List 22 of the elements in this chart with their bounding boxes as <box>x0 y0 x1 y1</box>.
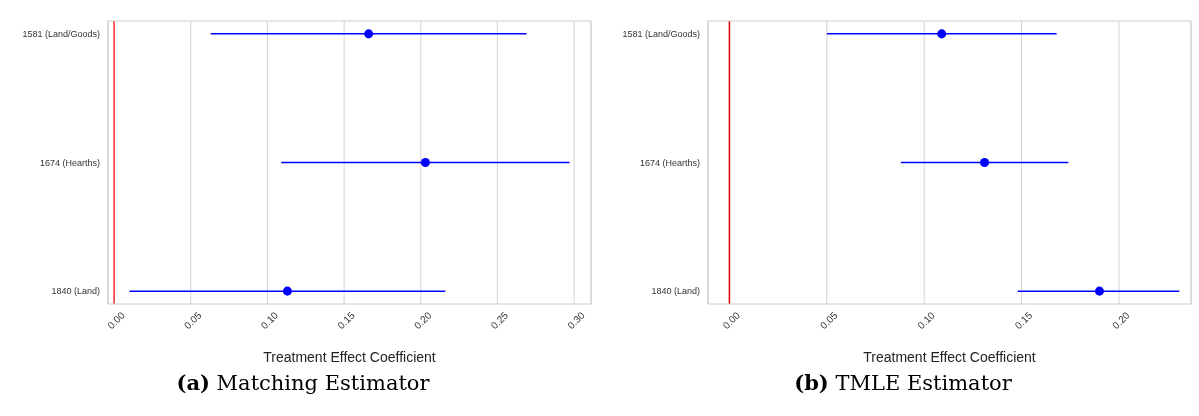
x-tick-label: 0.00 <box>720 309 743 332</box>
y-tick-label: 1674 (Hearths) <box>39 157 100 168</box>
text: (a) Matching Estimator <box>175 370 431 395</box>
y-tick-label: 1840 (Land) <box>651 286 700 297</box>
x-tick-label: 0.15 <box>1012 309 1035 332</box>
x-axis-title: Treatment Effect Coefficient <box>263 349 436 365</box>
x-tick-label: 0.10 <box>258 309 281 332</box>
x-tick-label: 0.25 <box>488 309 511 332</box>
x-tick-label: 0.00 <box>105 309 128 332</box>
x-tick-label: 0.10 <box>915 309 938 332</box>
y-tick-label: 1674 (Hearths) <box>639 157 700 168</box>
x-tick-label: 0.15 <box>335 309 358 332</box>
x-tick-label: 0.20 <box>1110 309 1132 332</box>
x-tick-label: 0.30 <box>565 309 588 332</box>
x-tick-label: 0.20 <box>411 309 434 332</box>
x-axis-title: Treatment Effect Coefficient <box>863 349 1036 365</box>
y-tick-label: 1840 (Land) <box>51 286 100 297</box>
x-tick-label: 0.05 <box>181 309 204 332</box>
x-tick-label: 0.05 <box>817 309 840 332</box>
y-tick-label: 1581 (Land/Goods) <box>22 29 100 40</box>
text: (b) TMLE Estimator <box>793 370 1013 395</box>
y-tick-label: 1581 (Land/Goods) <box>622 29 700 40</box>
